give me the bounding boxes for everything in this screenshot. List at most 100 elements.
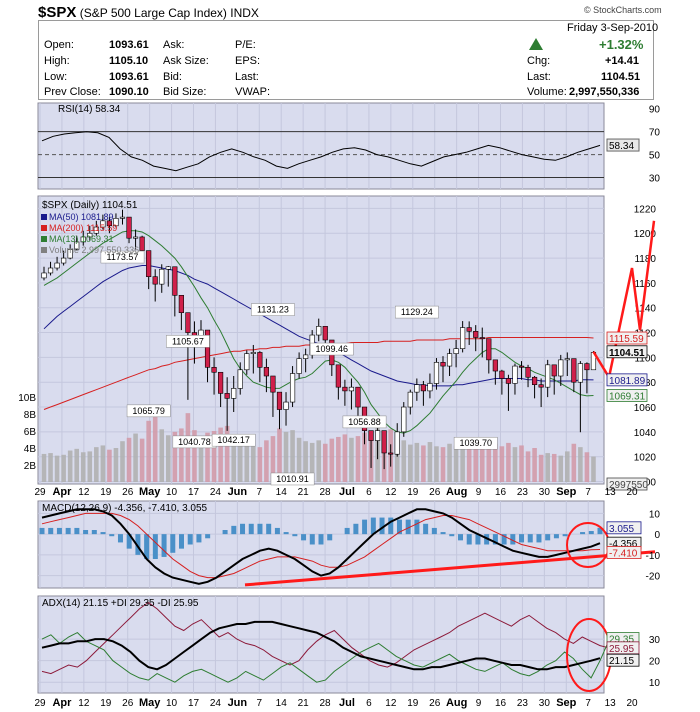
volume-bar [231,436,236,482]
candle-body [231,388,237,399]
date-label: Aug [446,486,467,498]
candle-body [453,348,459,354]
date-label: 12 [385,487,397,498]
volume-bar [94,447,99,482]
rsi-axis-label: 70 [649,128,661,139]
macd-histogram-bar [144,534,150,559]
up-arrow-icon [529,38,543,53]
macd-histogram-bar [597,527,603,535]
candle-body [564,358,570,361]
volume-bar [525,451,531,482]
price-annotation-box [453,436,498,450]
candle-body [80,236,86,243]
volume-bar [519,445,524,482]
bottom-date-label: 7 [257,698,263,709]
macd-histogram-bar [449,534,455,537]
candle-body [479,337,485,340]
candle-body [67,249,73,259]
candle-body [388,452,394,455]
last-mid-label: Last: [235,71,259,83]
volume-bar [545,453,550,482]
volume-bar [466,440,472,482]
legend-swatch [41,225,47,231]
volume-bar [107,449,112,482]
volume-bar [460,441,465,482]
date-label: 26 [122,487,134,498]
macd-histogram-bar [396,519,402,535]
prev-close-value: 1090.10 [109,86,149,98]
price-annotation-box [126,404,171,418]
volume-bar [283,431,289,482]
volume-bar [421,445,426,482]
candle-body [420,384,426,392]
macd-histogram-bar [83,530,89,535]
bottom-date-label: 9 [476,698,482,709]
macd-histogram-bar [301,534,307,541]
vwap-label: VWAP: [235,86,271,98]
volume-bar [67,450,73,482]
candle-body [492,359,498,372]
date-label: 21 [298,487,310,498]
price-annotation-box [309,342,354,356]
macd-histogram-bar [100,532,106,535]
candle-body [466,327,472,332]
macd-histogram-bar [440,532,446,535]
macd-histogram-bar [379,517,385,535]
candle-body [545,364,551,388]
bottom-date-label: Sep [556,697,576,709]
volume-bar [473,448,479,482]
price-annotation: 1099.46 [316,344,349,354]
bottom-date-label: 20 [627,698,639,709]
candle-body [47,267,54,274]
date-label: Apr [52,486,72,498]
macd-histogram-bar [388,517,394,535]
high-label: High: [44,55,70,67]
volume-bar [414,442,420,482]
candle-body [414,384,420,393]
date-label: 30 [539,487,551,498]
rsi-axis-label: 50 [649,151,661,162]
volume-bar [427,442,433,482]
candle-body [525,367,531,378]
macd-axis-label: 0 [654,530,660,541]
macd-histogram-bar [91,530,97,535]
price-annotation-box [211,433,256,447]
macd-value-box [606,521,642,535]
bottom-date-label: 23 [517,698,529,709]
macd-histogram-bar [318,534,324,545]
macd-histogram-bar [283,532,289,535]
eps-label: EPS: [235,55,261,67]
candle-body [375,430,381,441]
price-axis-label: 1180 [634,254,656,265]
legend-label: Volume 2,997,550,336 [49,245,139,255]
macd-histogram-bar [39,527,45,535]
candle-body [204,329,211,368]
macd-value-box [606,546,642,559]
macd-histogram-bar [370,517,376,535]
candle-body [218,371,224,394]
volume-bar [322,443,328,482]
macd-histogram-bar [327,534,333,541]
bottom-date-label: 12 [385,698,397,709]
price-value-label: 1104.51 [609,348,645,359]
candle-body [551,364,557,377]
price-value-label: 2997550 [609,480,648,491]
candle-body [152,276,158,285]
candle-body [342,386,348,392]
date-label: Sep [556,486,576,498]
macd-histogram-bar [56,527,62,535]
volume-bar [571,443,577,482]
legend-label: MA(13) 1069.31 [49,234,114,244]
candle-body [473,331,479,338]
bottom-date-label: 26 [122,698,134,709]
price-axis-label: 1140 [634,304,656,315]
candle-body [531,376,538,385]
macd-histogram-bar [405,519,411,535]
candle-body [433,362,440,384]
bottom-date-label: 30 [539,698,551,709]
adx-axis-label: 30 [649,635,661,646]
bottom-date-label: 17 [188,698,200,709]
macd-histogram-bar [240,523,246,535]
volume-bar [139,438,145,482]
